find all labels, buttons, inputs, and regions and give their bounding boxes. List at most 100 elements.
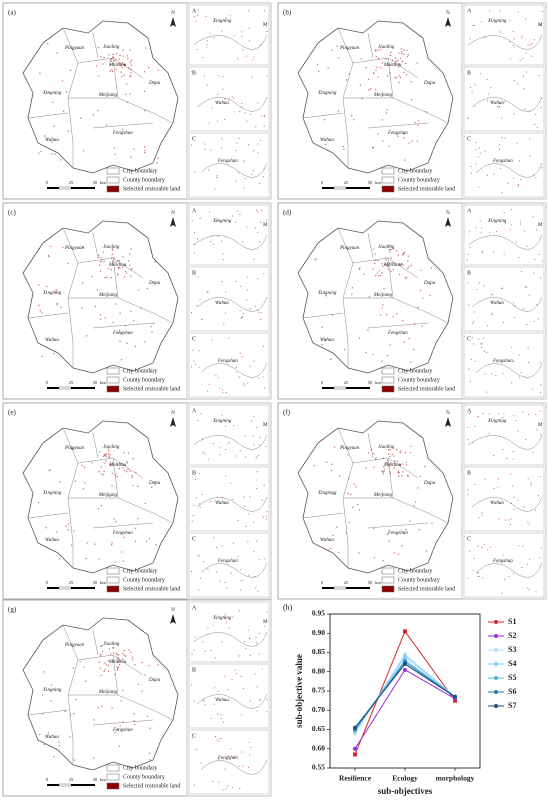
restorable-land: [389, 244, 391, 247]
restorable-land: [47, 254, 50, 257]
restorable-land: [541, 10, 543, 12]
restorable-land: [126, 342, 128, 344]
restorable-land: [216, 175, 218, 177]
restorable-land: [50, 684, 53, 686]
restorable-land: [111, 69, 113, 71]
y-tick-label: 0.75: [312, 686, 325, 695]
restorable-land: [224, 616, 226, 618]
restorable-land: [403, 71, 405, 73]
restorable-land: [204, 143, 206, 145]
restorable-land: [534, 258, 536, 260]
restorable-land: [151, 486, 153, 488]
restorable-land: [519, 223, 521, 225]
restorable-land: [196, 748, 198, 750]
panel-label: (f): [283, 409, 291, 417]
restorable-land: [398, 475, 400, 477]
restorable-land: [41, 312, 43, 314]
restorable-land: [255, 126, 257, 128]
restorable-land: [118, 664, 121, 666]
restorable-land: [226, 622, 228, 624]
restorable-land: [241, 316, 243, 318]
restorable-land: [67, 262, 69, 265]
restorable-land: [218, 75, 220, 77]
restorable-land: [221, 496, 223, 498]
scale-label: km: [100, 777, 106, 782]
restorable-land: [108, 456, 110, 459]
place-name: Wuhua: [320, 138, 334, 143]
legend-swatch: [381, 176, 395, 184]
marker: [353, 725, 357, 730]
restorable-land: [252, 435, 254, 437]
plot-frame: [329, 613, 481, 769]
restorable-land: [532, 451, 534, 453]
restorable-land: [58, 745, 60, 747]
restorable-land: [137, 683, 140, 686]
scale-label: 25: [344, 180, 349, 185]
restorable-land: [395, 57, 397, 59]
restorable-land: [126, 462, 129, 464]
restorable-land: [111, 253, 113, 256]
restorable-land: [265, 516, 267, 518]
restorable-land: [244, 435, 246, 437]
restorable-land: [134, 345, 137, 348]
restorable-land: [540, 25, 542, 27]
restorable-land: [402, 463, 404, 465]
restorable-land: [132, 656, 134, 658]
restorable-land: [51, 153, 53, 155]
restorable-land: [498, 478, 500, 480]
restorable-land: [199, 473, 201, 475]
place-name: Fengshun: [387, 131, 408, 136]
inset-place: Xingning: [212, 219, 232, 224]
restorable-land: [493, 455, 495, 457]
restorable-land: [265, 446, 267, 448]
map-panel: (e)Pingyuan JiaolingMeizhouMeijiangDapuXi…: [2, 402, 272, 600]
restorable-land: [240, 285, 242, 287]
map-panel: (g)Pingyuan JiaolingMeizhouMeijiangDapuXi…: [2, 599, 272, 797]
restorable-land: [399, 76, 402, 79]
restorable-land: [124, 270, 127, 272]
inset-mark: M: [538, 423, 543, 428]
restorable-land: [514, 304, 516, 306]
restorable-land: [118, 467, 120, 470]
legend-swatch: [381, 585, 395, 593]
restorable-land: [141, 690, 143, 692]
restorable-land: [129, 470, 131, 472]
restorable-land: [123, 654, 125, 656]
restorable-land: [387, 265, 389, 268]
restorable-land: [336, 45, 338, 48]
restorable-land: [382, 473, 385, 475]
restorable-land: [120, 359, 123, 361]
restorable-land: [486, 391, 488, 393]
panel-label: (h): [283, 603, 293, 612]
restorable-land: [135, 540, 137, 542]
restorable-land: [370, 88, 372, 90]
restorable-land: [390, 51, 392, 53]
restorable-land: [60, 306, 62, 308]
restorable-land: [120, 462, 123, 464]
restorable-land: [496, 106, 498, 108]
restorable-land: [505, 519, 507, 521]
restorable-land: [257, 310, 259, 312]
restorable-land: [241, 106, 243, 108]
y-tick-label: 0.60: [312, 743, 325, 752]
restorable-land: [199, 299, 201, 301]
restorable-land: [475, 149, 477, 151]
restorable-land: [126, 272, 128, 274]
legend-swatch: [381, 185, 395, 193]
legend-label: County boundary: [123, 577, 165, 583]
restorable-land: [517, 185, 519, 187]
restorable-land: [112, 646, 114, 649]
restorable-land: [251, 173, 253, 175]
marker: [453, 694, 457, 699]
restorable-land: [262, 345, 264, 347]
restorable-land: [238, 610, 240, 612]
restorable-land: [385, 259, 387, 261]
restorable-land: [109, 59, 111, 61]
restorable-land: [261, 499, 263, 501]
restorable-land: [397, 59, 399, 61]
restorable-land: [105, 455, 107, 458]
restorable-land: [246, 299, 248, 301]
restorable-land: [529, 523, 531, 525]
restorable-land: [266, 699, 268, 701]
restorable-land: [390, 257, 392, 259]
